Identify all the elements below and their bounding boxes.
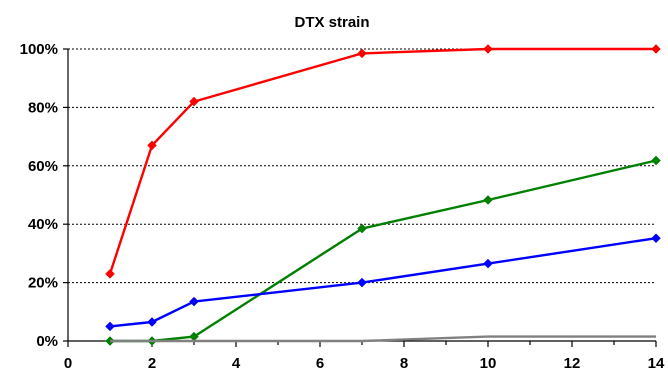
series-1 <box>105 44 661 279</box>
y-tick-label: 60% <box>28 158 58 175</box>
data-point <box>357 277 367 288</box>
y-tick-label: 80% <box>28 99 58 116</box>
chart-title: DTX strain <box>294 14 369 31</box>
data-point <box>483 258 493 269</box>
y-tick-label: 100% <box>20 41 58 58</box>
data-point <box>483 195 493 205</box>
x-tick-label: 12 <box>564 355 581 372</box>
series-3 <box>105 233 661 332</box>
y-tick-label: 20% <box>28 275 58 292</box>
series-line <box>109 237 657 328</box>
x-tick-label: 10 <box>480 355 497 372</box>
x-tick-label: 6 <box>316 355 324 372</box>
x-tick-label: 4 <box>232 355 241 372</box>
tick-labels: 0% 20% 40% 60% 80% 100% 0 2 4 6 8 10 12 14 <box>20 41 665 372</box>
data-point <box>357 223 367 234</box>
data-point <box>483 44 493 54</box>
data-point <box>357 48 367 59</box>
data-point <box>105 321 115 332</box>
data-point <box>147 317 157 327</box>
x-tick-label: 14 <box>648 355 665 372</box>
x-tick-label: 2 <box>148 355 156 372</box>
series-line <box>110 335 656 343</box>
y-tick-label: 0% <box>36 333 58 350</box>
data-point <box>651 233 661 244</box>
x-tick-label: 8 <box>400 355 408 372</box>
series-group <box>105 44 661 346</box>
series-4 <box>110 335 656 343</box>
series-line <box>108 47 656 275</box>
x-tick-label: 0 <box>64 355 72 372</box>
axes <box>63 48 657 347</box>
data-point <box>651 44 661 54</box>
y-tick-label: 40% <box>28 216 58 233</box>
data-point <box>651 155 661 166</box>
data-point <box>189 296 199 307</box>
data-point <box>105 268 115 279</box>
data-point <box>147 140 157 151</box>
data-point <box>189 96 199 107</box>
grid <box>68 48 656 284</box>
